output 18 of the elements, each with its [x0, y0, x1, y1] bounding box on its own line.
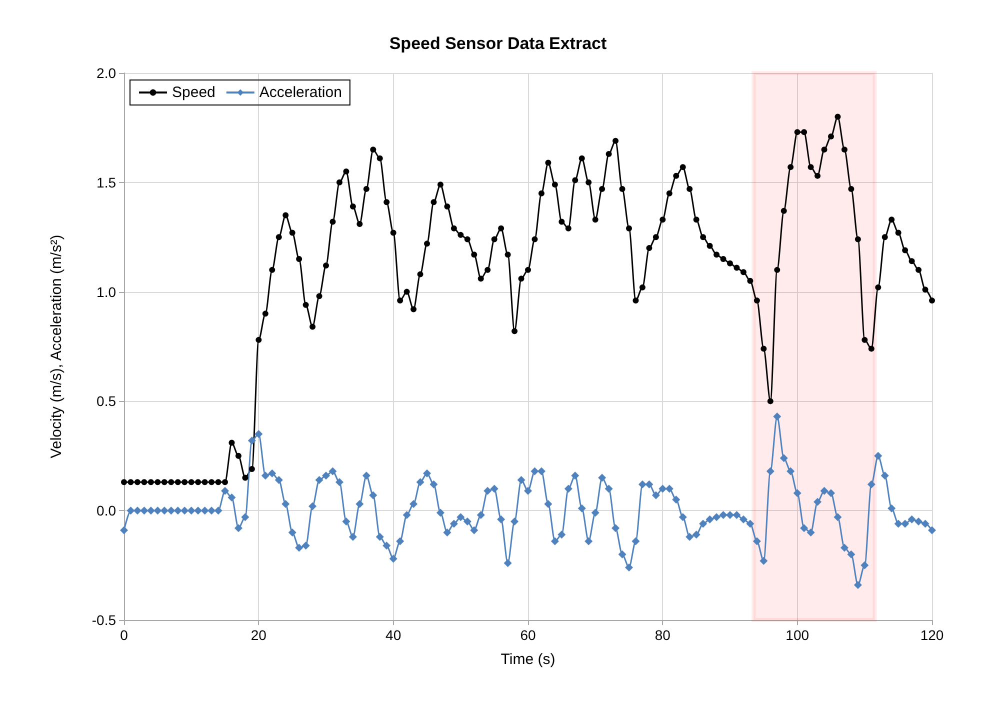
x-tick-label: 100: [786, 627, 810, 643]
y-tick-label: 1.5: [96, 174, 116, 190]
y-tick-label: 0.0: [96, 502, 116, 519]
y-tick-label: -0.5: [92, 612, 116, 628]
x-tick-label: 120: [920, 627, 944, 643]
x-axis-title: Time (s): [500, 651, 556, 668]
x-tick-label: 80: [654, 627, 671, 643]
x-tick-label: 0: [120, 627, 128, 643]
chart-title: Speed Sensor Data Extract: [389, 34, 607, 53]
y-tick-label: 0.5: [96, 393, 116, 410]
legend-label: Speed: [172, 84, 216, 101]
y-tick-label: 2.0: [96, 65, 116, 81]
x-tick-label: 20: [250, 627, 267, 643]
legend-label: Acceleration: [259, 84, 342, 101]
x-tick-label: 40: [386, 627, 402, 643]
x-tick-label: 60: [520, 627, 536, 643]
y-tick-label: 1.0: [96, 284, 116, 300]
y-axis-title: Velocity (m/s), Acceleration (m/s²): [48, 234, 65, 458]
